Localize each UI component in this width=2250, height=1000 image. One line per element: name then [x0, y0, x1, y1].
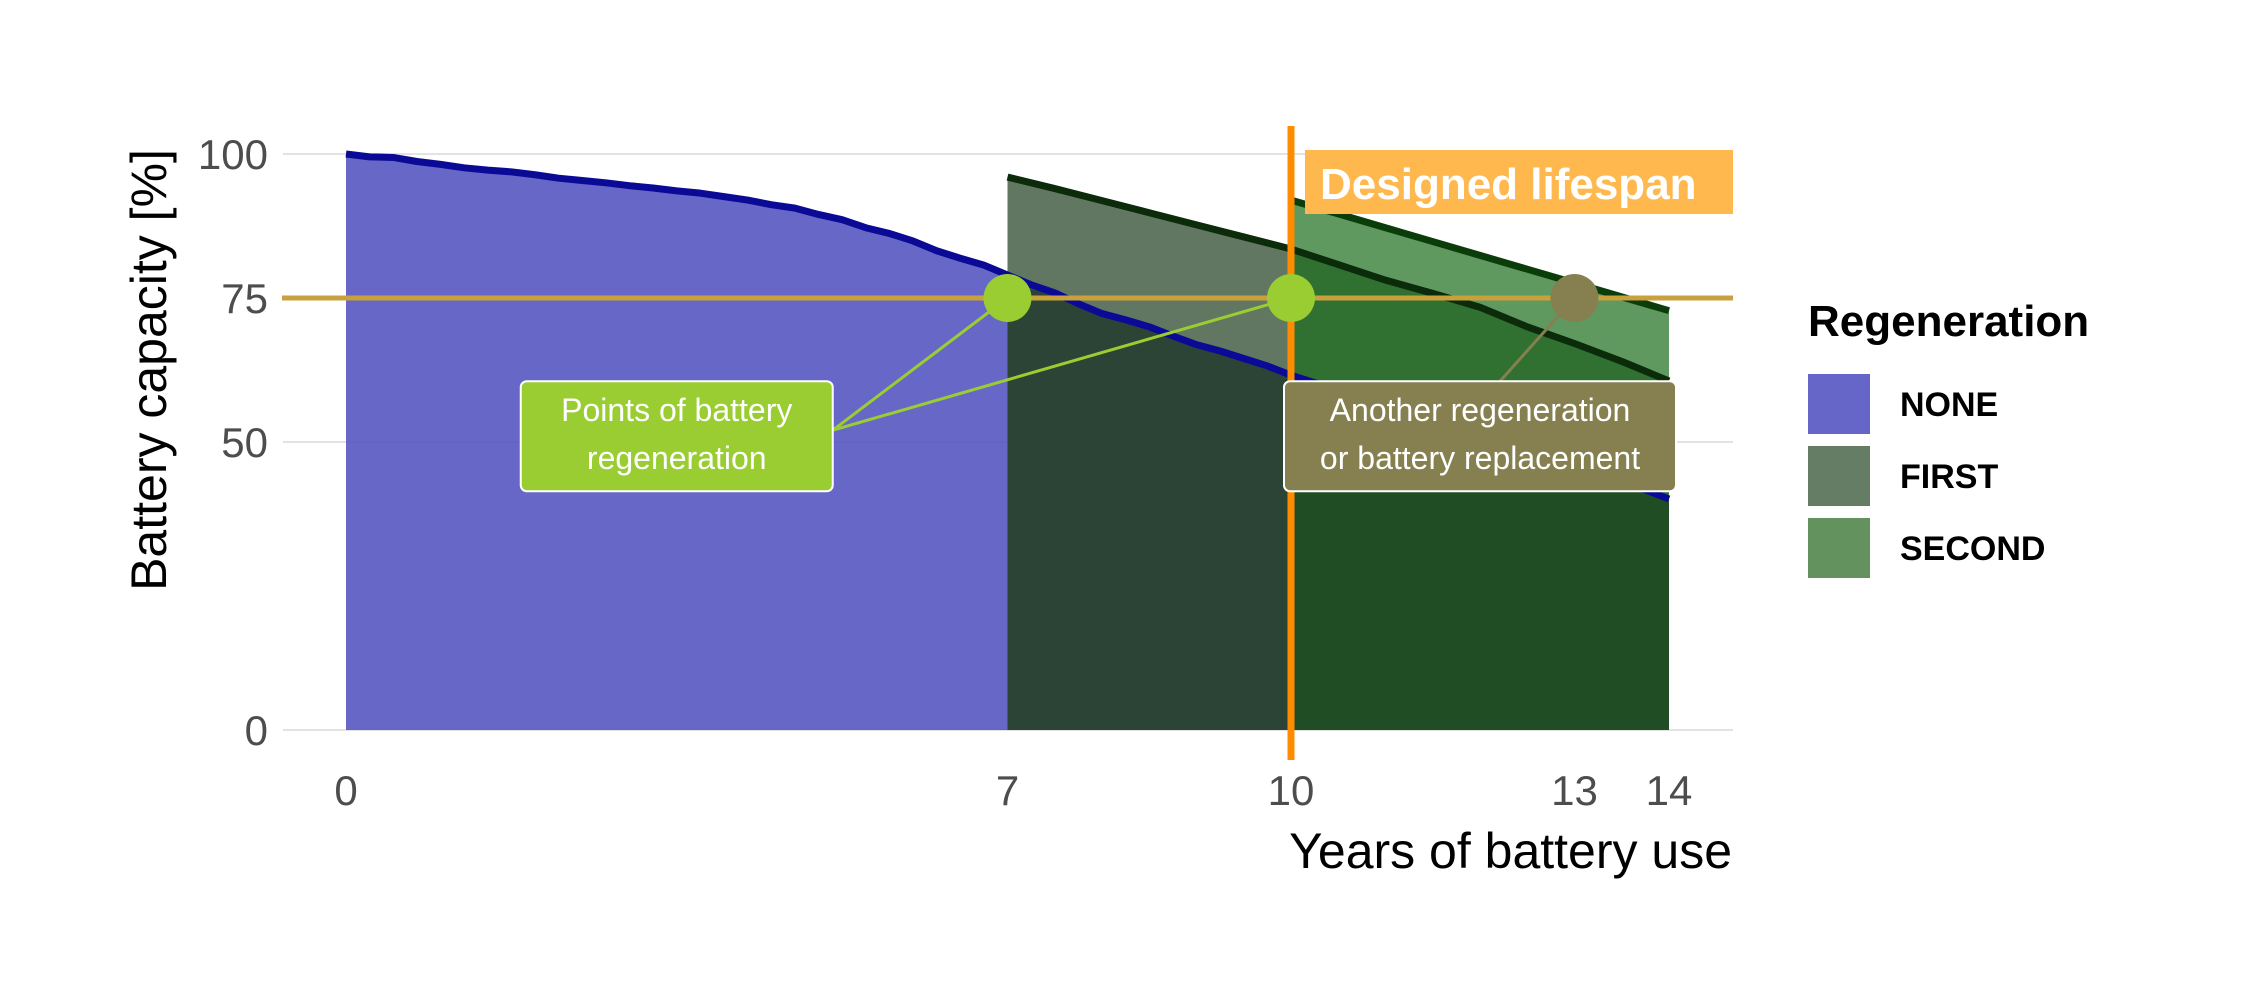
regeneration-point-2	[1550, 274, 1599, 322]
y-tick-0: 0	[245, 707, 268, 754]
x-tick-0: 0	[334, 767, 357, 814]
legend-title: Regeneration	[1808, 297, 2089, 346]
annotation-text-0-1: regeneration	[587, 440, 767, 476]
annotation-text-1-1: or battery replacement	[1320, 440, 1640, 476]
annotation-text-0-0: Points of battery	[561, 392, 792, 428]
legend-label-none: NONE	[1900, 386, 1998, 424]
legend: Regeneration NONE FIRST SECOND	[1808, 297, 2089, 578]
x-tick-labels: 0 7 10 13 14	[334, 767, 1692, 814]
x-tick-14: 14	[1646, 767, 1693, 814]
lifespan-label-text: Designed lifespan	[1320, 160, 1697, 209]
legend-swatch-first	[1808, 446, 1870, 506]
y-axis-title: Battery capacity [%]	[121, 149, 177, 591]
x-tick-7: 7	[996, 767, 1019, 814]
annotation-1: Another regeneration or battery replaceme…	[1283, 380, 1677, 493]
y-tick-50: 50	[221, 419, 268, 466]
lifespan-label-box	[1305, 150, 1733, 214]
line-second	[1290, 196, 1670, 315]
annotation-connector-0-1	[832, 296, 1292, 432]
regeneration-point-0	[983, 274, 1032, 322]
annotation-0: Points of battery regeneration	[519, 380, 834, 493]
annotation-text-1-0: Another regeneration	[1330, 392, 1631, 428]
designed-lifespan-label: Designed lifespan	[1305, 150, 1733, 214]
legend-label-second: SECOND	[1900, 530, 2045, 568]
annotation-box-0	[519, 380, 834, 493]
legend-label-first: FIRST	[1900, 458, 1998, 496]
legend-swatch-none	[1808, 374, 1870, 434]
line-first	[1006, 173, 1671, 385]
legend-swatch-second	[1808, 518, 1870, 578]
y-tick-100: 100	[198, 131, 268, 178]
regeneration-point-1	[1267, 274, 1315, 322]
x-axis-title: Years of battery use	[1289, 823, 1732, 879]
y-tick-75: 75	[221, 275, 268, 322]
regeneration-markers	[983, 274, 1599, 322]
annotation-connector-0-0	[831, 296, 1009, 432]
x-tick-10: 10	[1268, 767, 1315, 814]
legend-items: NONE FIRST SECOND	[1808, 374, 2045, 578]
annotation-box-1	[1283, 380, 1677, 493]
area-overlap-first-on-none	[1007, 286, 1669, 730]
annotation-labels: Points of battery regeneration Another reg…	[519, 380, 1677, 493]
x-tick-13: 13	[1551, 767, 1598, 814]
y-tick-labels: 0 50 75 100	[198, 131, 268, 754]
